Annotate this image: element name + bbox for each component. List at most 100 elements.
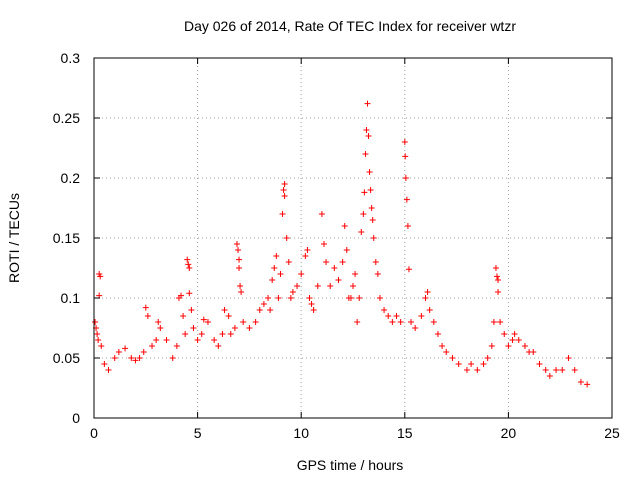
data-point [397,319,404,325]
data-point [225,313,232,319]
data-point [267,307,274,313]
data-point [434,331,441,337]
data-point [418,313,425,319]
data-point [341,223,348,229]
data-point [480,361,487,367]
data-point [515,337,522,343]
data-point [422,295,429,301]
data-point [577,379,584,385]
data-point [449,355,456,361]
x-axis-label: GPS time / hours [297,457,404,473]
data-point [358,229,365,235]
data-point [285,259,292,265]
data-point [484,355,491,361]
data-point [403,196,410,203]
data-point [304,247,311,253]
data-point [132,357,139,364]
data-point [402,153,409,160]
data-point [571,367,578,373]
x-tick-label: 20 [501,425,517,441]
data-point [294,283,301,289]
x-tick-label: 25 [604,425,620,441]
x-tick-labels: 0 5 10 15 20 25 [90,425,620,441]
data-point [343,247,350,253]
x-tick-label: 15 [397,425,413,441]
data-point [211,337,218,343]
x-tick-label: 5 [194,425,202,441]
data-point [277,271,284,277]
data-point [92,319,99,325]
data-point [149,343,156,349]
axis-ticks [93,57,613,419]
data-point [280,187,287,193]
data-point [287,295,294,301]
data-point [509,337,516,343]
data-point [98,343,105,349]
data-point [323,259,330,265]
data-point [439,343,446,349]
data-point [279,211,286,217]
y-tick-label: 0 [72,410,80,426]
data-point [289,289,296,295]
data-point [269,277,276,283]
data-point [408,319,415,325]
data-point [468,361,475,367]
data-point [362,151,369,157]
data-point [542,367,549,373]
data-point [169,355,176,361]
data-point [463,367,470,373]
chart-title: Day 026 of 2014, Rate Of TEC Index for r… [184,18,516,34]
data-point [347,295,354,301]
data-point [227,331,234,337]
data-point [308,301,315,307]
data-point [271,265,278,271]
data-point [233,241,240,247]
x-tick-label: 10 [293,425,309,441]
y-tick-label: 0.25 [53,110,80,126]
data-point [95,337,102,343]
data-point [488,343,495,349]
data-point [180,313,187,319]
data-point [273,253,280,259]
data-point [153,337,160,343]
data-point [368,205,375,211]
data-point [511,331,518,337]
data-point [501,331,508,337]
data-point [327,283,334,289]
data-point [115,349,122,355]
data-point [352,271,359,277]
data-point [163,337,170,343]
data-point [430,319,437,325]
data-point [402,175,409,181]
data-point [374,271,381,277]
y-tick-label: 0.3 [61,50,81,66]
data-point [405,266,412,273]
data-point [221,307,228,313]
data-point [252,319,259,325]
data-point [178,292,185,299]
data-point [497,319,504,325]
data-point [215,343,222,349]
data-point [310,307,317,313]
data-point [356,295,363,301]
data-point [186,265,193,271]
data-point [246,325,253,331]
data-point [94,331,101,337]
data-point [318,211,325,217]
data-point [350,283,356,289]
data-point [521,343,528,349]
data-point [385,313,392,319]
data-point [381,307,388,313]
data-point [320,241,327,247]
data-point [122,345,129,352]
data-point [283,235,290,241]
y-tick-labels: 0 0.05 0.1 0.15 0.2 0.25 0.3 [53,50,80,426]
data-point [505,343,512,349]
y-tick-label: 0.2 [61,170,81,186]
data-point [361,189,368,196]
data-point [275,295,282,301]
data-point [426,307,433,313]
data-point [298,271,305,277]
data-point [231,325,238,331]
